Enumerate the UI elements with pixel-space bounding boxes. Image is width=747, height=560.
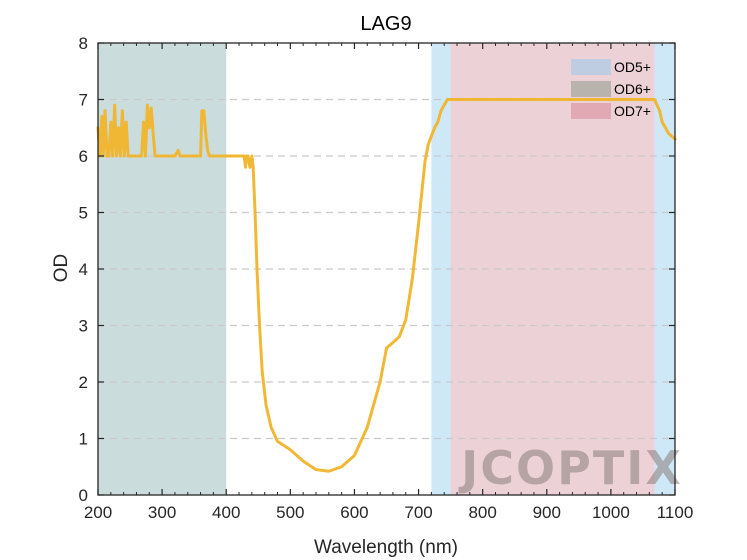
gridlines — [98, 98, 675, 440]
x-tick-label-700: 700 — [404, 503, 432, 522]
x-tick-label-1000: 1000 — [592, 503, 630, 522]
y-tick-label-3: 3 — [79, 317, 88, 336]
y-tick-label-4: 4 — [79, 260, 88, 279]
y-tick-label-7: 7 — [79, 91, 88, 110]
x-tick-label-200: 200 — [84, 503, 112, 522]
legend-swatch-2 — [571, 103, 611, 119]
legend-swatch-0 — [571, 59, 611, 75]
y-tick-label-8: 8 — [79, 34, 88, 53]
legend-swatch-1 — [571, 81, 611, 97]
y-tick-label-5: 5 — [79, 204, 88, 223]
y-tick-label-0: 0 — [79, 486, 88, 505]
x-tick-label-300: 300 — [148, 503, 176, 522]
series-lines — [96, 98, 677, 473]
watermark: JCOPTIX — [458, 441, 683, 495]
legend-label-0: OD5+ — [614, 59, 651, 75]
chart-title: LAG9 — [360, 13, 411, 35]
x-tick-label-600: 600 — [340, 503, 368, 522]
y-tick-label-1: 1 — [79, 430, 88, 449]
y-axis-label: OD — [51, 254, 72, 283]
series-line-0 — [96, 98, 677, 473]
x-tick-label-400: 400 — [212, 503, 240, 522]
x-tick-label-500: 500 — [276, 503, 304, 522]
x-tick-label-1100: 1100 — [657, 503, 694, 522]
legend: OD5+ OD6+ OD7+ — [571, 59, 651, 119]
legend-label-1: OD6+ — [614, 81, 651, 97]
legend-label-2: OD7+ — [614, 103, 651, 119]
y-tick-label-6: 6 — [79, 147, 88, 166]
axes: 200 300 400 500 600 700 800 900 1000 1100 0 1 2 3 4 5 6 7… — [79, 34, 694, 522]
x-tick-label-900: 900 — [533, 503, 561, 522]
x-tick-label-800: 800 — [468, 503, 496, 522]
x-axis-label: Wavelength (nm) — [314, 537, 458, 558]
y-tick-label-2: 2 — [79, 373, 88, 392]
